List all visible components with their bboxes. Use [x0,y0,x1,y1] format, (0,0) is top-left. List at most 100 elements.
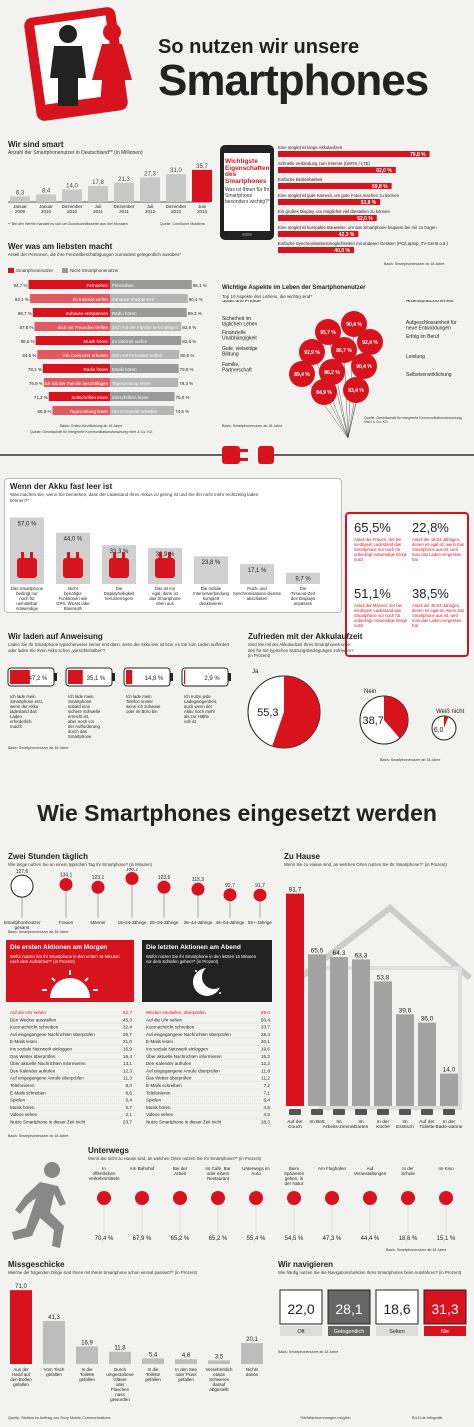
akku-plug-pin [159,552,162,559]
smart-value-label: 8,4 [42,188,51,194]
home-bar [418,1022,436,1106]
balloon-value: 86,7 % [336,348,352,354]
aspekt-label-left: Finanzielle Unabhängigkeit [222,330,257,342]
list-value: 7,1 [263,1090,270,1095]
list-value: 19,6 [261,1047,271,1052]
akku-value: 23,8 % [202,560,221,566]
akku-category: Die Displayhelligkeit herunterregeln [104,586,136,601]
home-category: Im Bett [309,1119,325,1125]
furniture-icon [421,1109,433,1115]
left-category: Fernsehen [86,283,108,288]
pie-value: 55,3 [257,707,278,719]
unterwegs-category: In der Schule [401,1166,415,1176]
right-value: 82,8 % [182,339,196,344]
home-bar [396,1014,414,1106]
unterwegs-value: 67,9 % [133,1236,152,1242]
smart-bar [140,177,160,202]
laden-category: Ich lade mein Smartphone sobald eine sicher… [68,694,101,739]
akku-value: 44,0 % [64,537,83,543]
walker-icon [12,1162,66,1248]
eigenschaft-label: Schnelle Verbindung zum Internet (UMTS /… [278,161,370,166]
akku-subtitle: Was machen Sie, wenn Sie bemerken, dass … [10,492,259,503]
smart-footnote: ** Bei den Werten handelt es sich um Dur… [8,222,128,226]
stat-1824-value: 22,8% [412,520,449,535]
pie-category: Ja [252,669,259,675]
legend-non-smartphone-label: Nicht-Smartphonenutzer [70,268,119,273]
smart-value-label: 27,3 [144,171,156,177]
zufrieden-subtitle: Sind Sie mit der Akkulaufzeit Ihres Smar… [248,642,354,658]
unterwegs-category: Im Café, Bar oder einem Restaurant [205,1166,231,1181]
right-value: 90,4 % [189,297,203,302]
balloon [315,319,341,345]
akku-bar [194,556,228,584]
left-value: 78,1 % [28,367,42,372]
place-icon [211,1191,225,1205]
miss-bar [10,1290,32,1364]
legend-smartphone [8,268,14,273]
furniture-icon [377,1109,389,1115]
list-label: Kurznachricht schreiben [10,1025,59,1030]
list-label: Kurznachricht schreiben [146,1025,195,1030]
navi-label-bg [280,1326,322,1336]
home-bar [440,1073,458,1106]
time-category: 18–24-Jährige [118,920,147,925]
left-bar [43,378,111,387]
navi-category: Oft [297,1329,305,1335]
right-bar [110,392,175,401]
right-bar [110,308,187,317]
akku-category: Push- und Synchronisations-dienste abschal… [233,586,282,601]
battery-value: 2,9 % [204,676,220,682]
list-value: 2,1 [125,1112,132,1117]
home-value: 36,0 [421,1016,434,1023]
legend-smartphone-label: Smartphonenutzer [16,268,54,273]
pie-slice [444,716,449,728]
balloon [331,337,357,363]
laden-base: Basis: Smartphonenutzer ab 18 Jahre [8,746,69,750]
list-label: Spielen [146,1098,162,1103]
moon-icon [193,966,224,996]
unterwegs-value: 65,2 % [209,1236,228,1242]
smart-category-label: Januar 2009 [13,204,27,214]
laden-category: Ich nutze jede Ladegelegenheit, auch wenn … [184,694,217,724]
laden-category: Ich lade mein Telefon immer wenn ich zuhau… [126,694,161,714]
place-icon [249,1191,263,1205]
navi-box [279,1289,323,1325]
furniture-icon [289,1109,301,1115]
time-category: Männer [90,920,106,925]
list-value: 15,2 [261,1054,271,1059]
smart-subtitle: Anzahl der Smartphonenutzer in Deutschla… [8,150,143,156]
navi-box [375,1289,419,1325]
list-label: Nutze Smartphone in dieser Zeit nicht [146,1120,222,1125]
navi-value: 28,1 [335,1301,362,1317]
smart-category-label: Juni 2013 [197,204,208,214]
list-value: 21,0 [123,1039,133,1044]
laden-subtitle: Laden Sie Ihr Smartphone typischerweise … [8,642,230,653]
laden-title: Wir laden auf Anweisung [8,632,103,641]
list-label: Den Wecker ausstellen [10,1017,57,1022]
balloon [319,359,345,385]
miss-chart: 71,0 Aus der Hand auf den Boden gefallen 41,3… [10,1284,263,1402]
smart-category-label: Dezember 2010 [62,204,83,214]
miss-bar [208,1360,230,1364]
akku-category: Nicht benötigte Funktionen wie GPS, WLAN od… [56,586,90,612]
akku-plug-pin [30,552,33,559]
miss-category: Versehentlich etwas Schweres darauf abgestel… [205,1367,233,1392]
right-bar [110,350,180,359]
aspekt-label-right: Arbeitsplatzsicherheit [406,300,454,304]
list-label: Spielen [10,1098,26,1103]
liebsten-chart: Fernsehen Fernsehen 94,7 % 95,1 % Im Interne… [14,280,207,415]
time-value: 134,1 [60,872,73,878]
left-bar [52,406,110,415]
list-value: 7,2 [263,1083,270,1088]
smart-category-label: Juli 2012 [145,204,156,214]
morgen-subtitle: Wofür nutzen Sie Ihr Smartphone in-den e… [10,954,120,964]
pie-value: 6,0 [434,727,444,734]
aspekt-label-left: Gute, vielseitige Bildung [222,346,258,358]
list-value: 4,5 [263,1105,270,1110]
battery-value: 35,1 % [87,676,106,682]
list-value: 12,2 [261,1061,271,1066]
stat-4554-text: Anteil der 45-54-Jährigen, denen es egal… [412,603,464,628]
unterwegs-category: Beim Spazieren gehen, in der Natur [284,1166,305,1186]
balloon-value: 83,4 % [348,388,364,394]
morgen-title: Die ersten Aktionen am Morgen [10,944,108,951]
